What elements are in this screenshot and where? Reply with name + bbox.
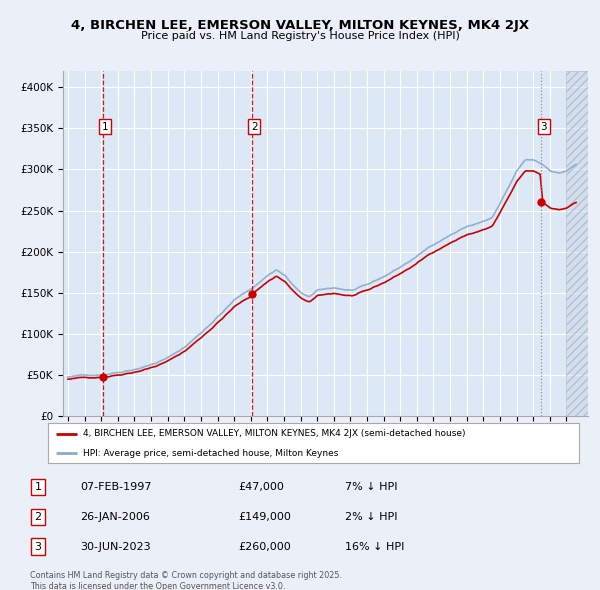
Text: 3: 3 bbox=[35, 542, 41, 552]
Text: 1: 1 bbox=[35, 482, 41, 492]
Text: 2: 2 bbox=[35, 512, 41, 522]
Text: 4, BIRCHEN LEE, EMERSON VALLEY, MILTON KEYNES, MK4 2JX (semi-detached house): 4, BIRCHEN LEE, EMERSON VALLEY, MILTON K… bbox=[83, 430, 465, 438]
Text: £149,000: £149,000 bbox=[238, 512, 291, 522]
Text: 26-JAN-2006: 26-JAN-2006 bbox=[80, 512, 150, 522]
Text: 7% ↓ HPI: 7% ↓ HPI bbox=[346, 482, 398, 492]
Text: 2% ↓ HPI: 2% ↓ HPI bbox=[346, 512, 398, 522]
Bar bbox=[566, 71, 588, 416]
Text: 07-FEB-1997: 07-FEB-1997 bbox=[80, 482, 152, 492]
Text: Price paid vs. HM Land Registry's House Price Index (HPI): Price paid vs. HM Land Registry's House … bbox=[140, 31, 460, 41]
Text: 16% ↓ HPI: 16% ↓ HPI bbox=[346, 542, 405, 552]
Text: £260,000: £260,000 bbox=[238, 542, 291, 552]
Text: 3: 3 bbox=[541, 122, 547, 132]
Text: £47,000: £47,000 bbox=[238, 482, 284, 492]
Text: Contains HM Land Registry data © Crown copyright and database right 2025.
This d: Contains HM Land Registry data © Crown c… bbox=[30, 571, 342, 590]
Text: 30-JUN-2023: 30-JUN-2023 bbox=[80, 542, 151, 552]
Text: 2: 2 bbox=[251, 122, 258, 132]
Text: 1: 1 bbox=[102, 122, 109, 132]
Text: 4, BIRCHEN LEE, EMERSON VALLEY, MILTON KEYNES, MK4 2JX: 4, BIRCHEN LEE, EMERSON VALLEY, MILTON K… bbox=[71, 19, 529, 32]
Text: HPI: Average price, semi-detached house, Milton Keynes: HPI: Average price, semi-detached house,… bbox=[83, 448, 338, 458]
Bar bbox=[566, 71, 588, 416]
